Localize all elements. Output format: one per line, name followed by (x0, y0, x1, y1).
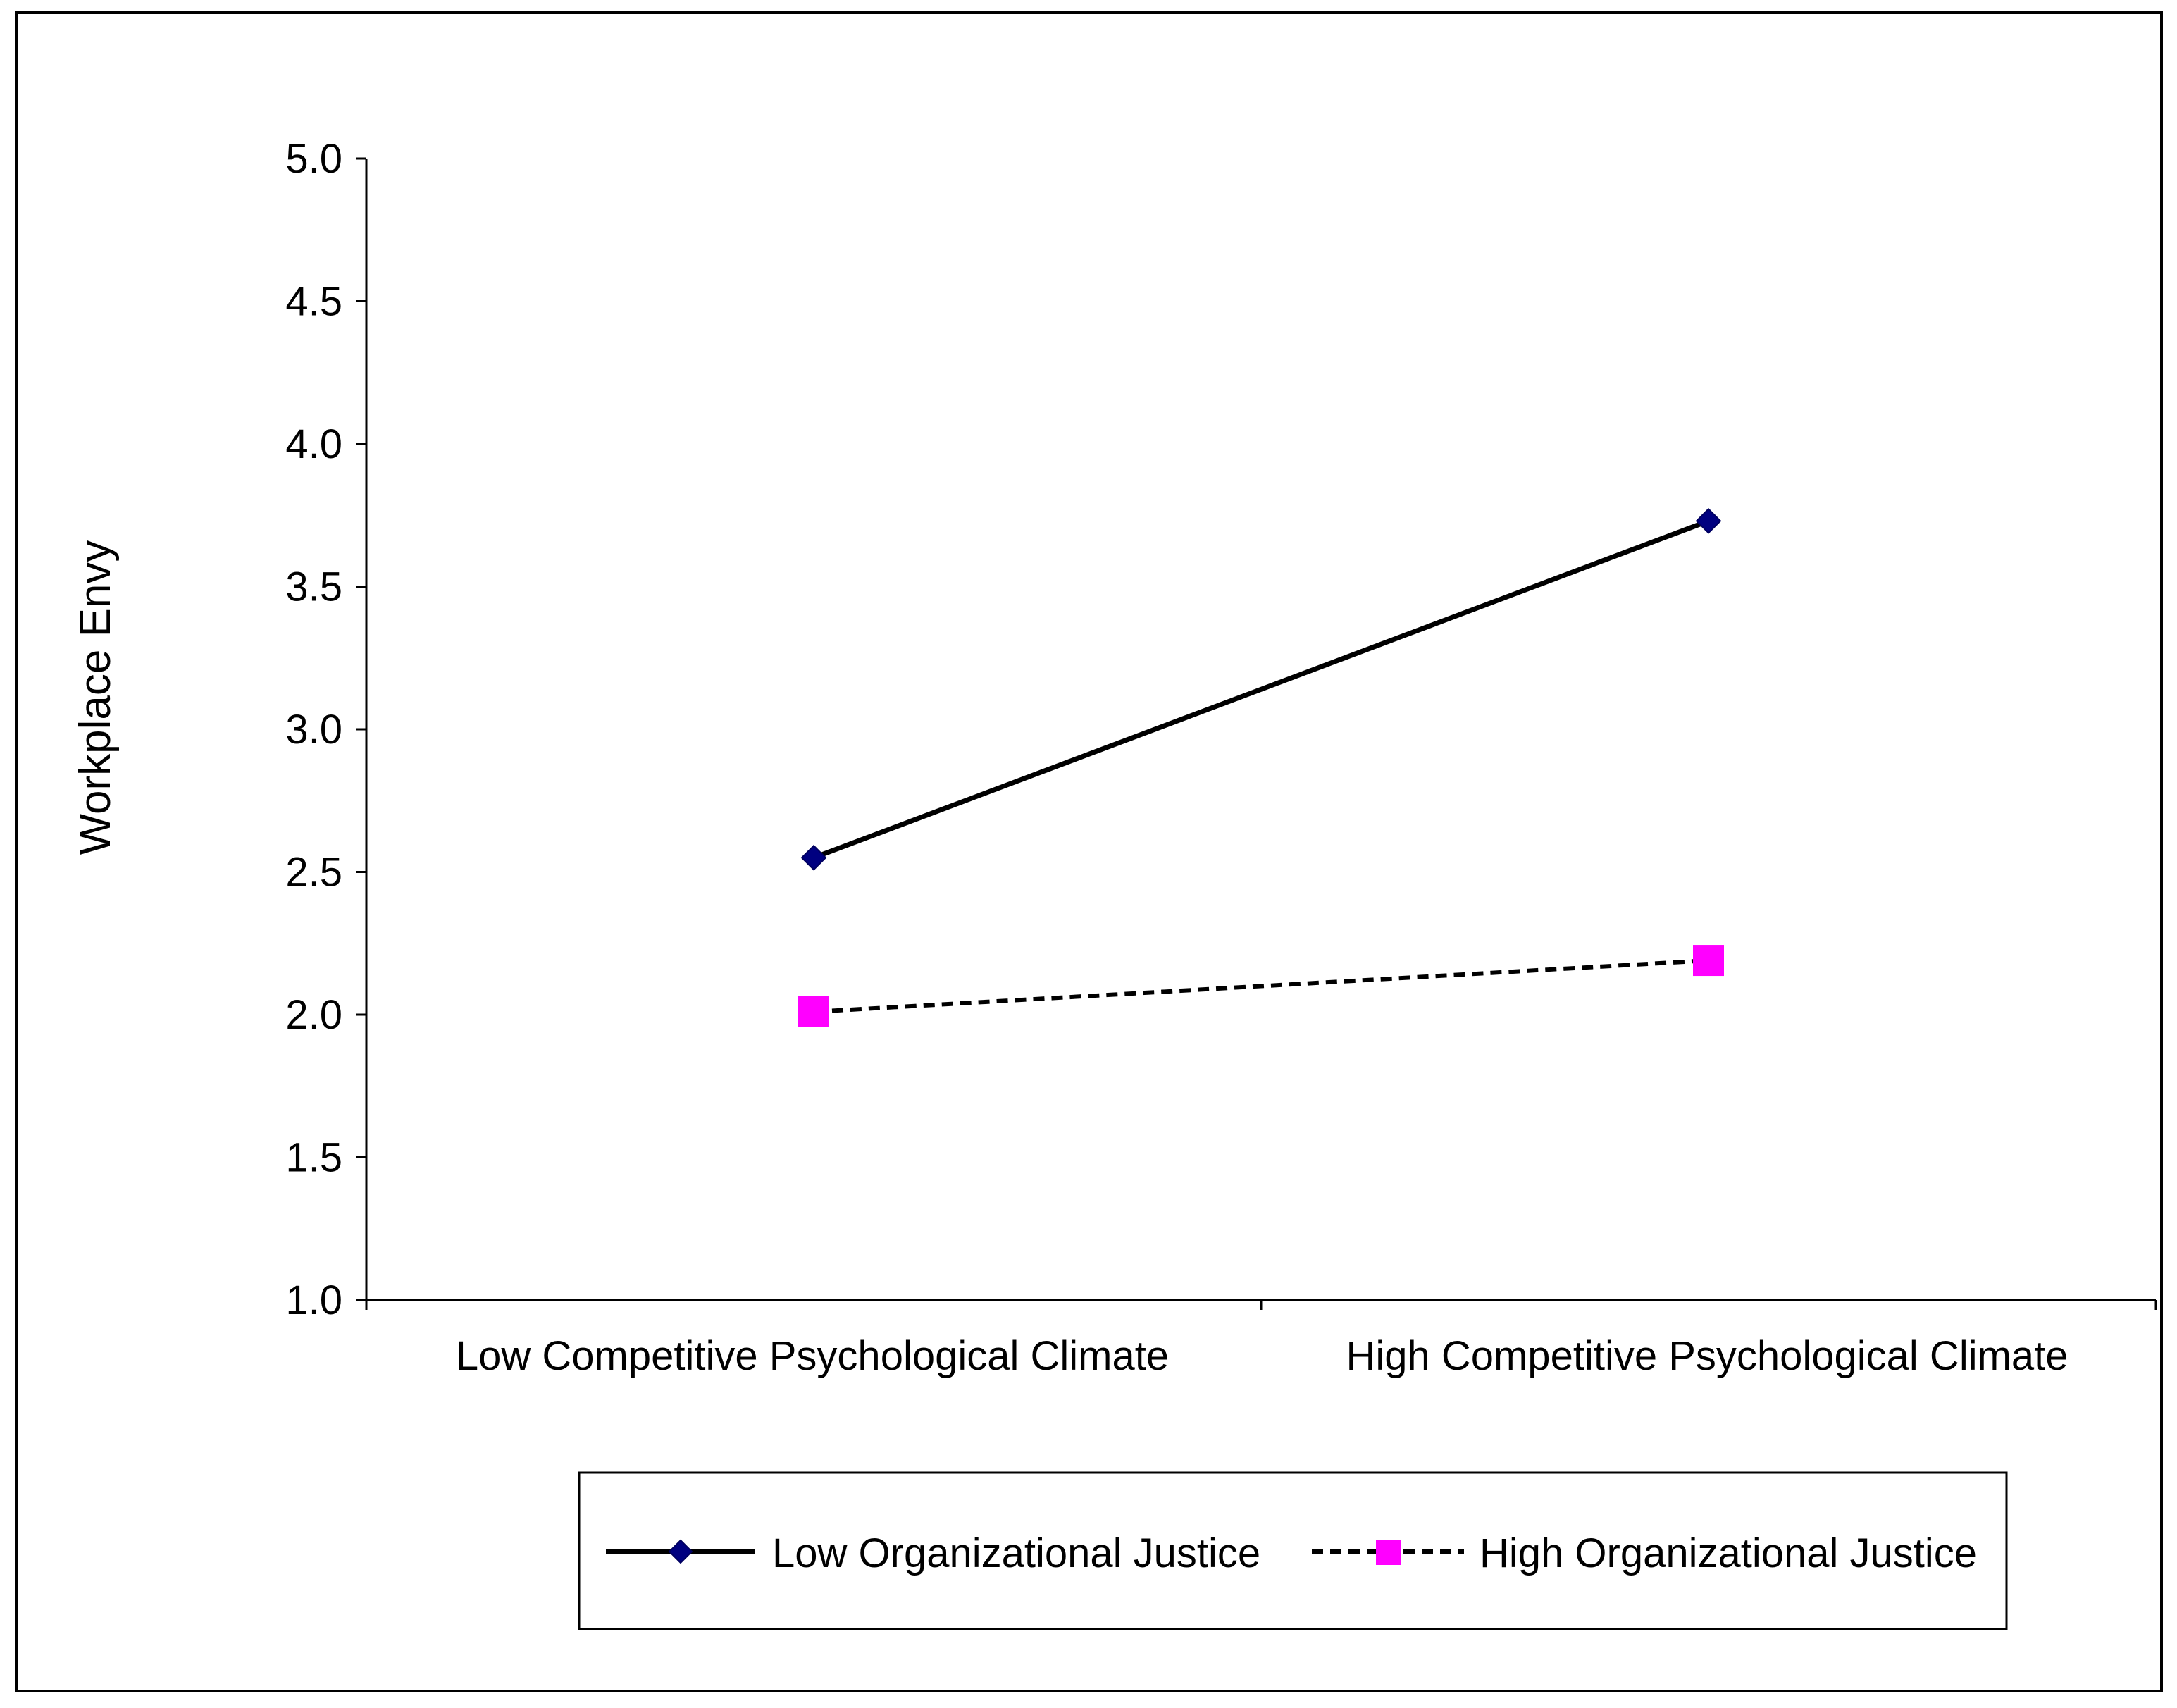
legend: Low Organizational Justice High Organiza… (578, 1471, 2008, 1630)
series-line (813, 958, 1709, 1014)
x-category-label: High Competitive Psychological Climate (1346, 1333, 2068, 1379)
y-axis-label: Workplace Envy (71, 540, 120, 855)
y-tick-label: 3.5 (285, 564, 342, 610)
y-tick-label: 4.0 (285, 421, 342, 467)
y-tick-label: 3.0 (285, 707, 342, 753)
legend-label-high-justice: High Organizational Justice (1480, 1530, 1977, 1576)
data-point-square (798, 996, 829, 1027)
x-category-label: Low Competitive Psychological Climate (456, 1333, 1169, 1379)
x-ticks: Low Competitive Psychological Climate Hig… (365, 1300, 2157, 1379)
legend-label-low-justice: Low Organizational Justice (772, 1530, 1260, 1576)
data-point-square (1693, 945, 1724, 977)
axes (365, 159, 2156, 1301)
y-ticks: 1.0 1.5 2.0 2.5 3.0 3.5 4.0 4.5 5.0 (285, 136, 366, 1323)
series-line (812, 519, 1710, 860)
data-point-diamond (1695, 507, 1722, 534)
legend-diamond-marker-icon (668, 1539, 693, 1564)
legend-square-marker-icon (1376, 1540, 1401, 1565)
y-tick-label: 2.5 (285, 850, 342, 896)
y-tick-label: 5.0 (285, 136, 342, 182)
series-layer (798, 507, 1724, 1027)
y-tick-label: 4.5 (285, 279, 342, 325)
y-tick-label: 2.0 (285, 992, 342, 1038)
series-high-justice (798, 945, 1724, 1027)
y-tick-label: 1.0 (285, 1277, 342, 1323)
legend-box (578, 1471, 2008, 1630)
data-point-diamond (800, 844, 827, 871)
series-low-justice (800, 507, 1722, 871)
chart-frame (15, 11, 2163, 1692)
y-tick-label: 1.5 (285, 1135, 342, 1181)
